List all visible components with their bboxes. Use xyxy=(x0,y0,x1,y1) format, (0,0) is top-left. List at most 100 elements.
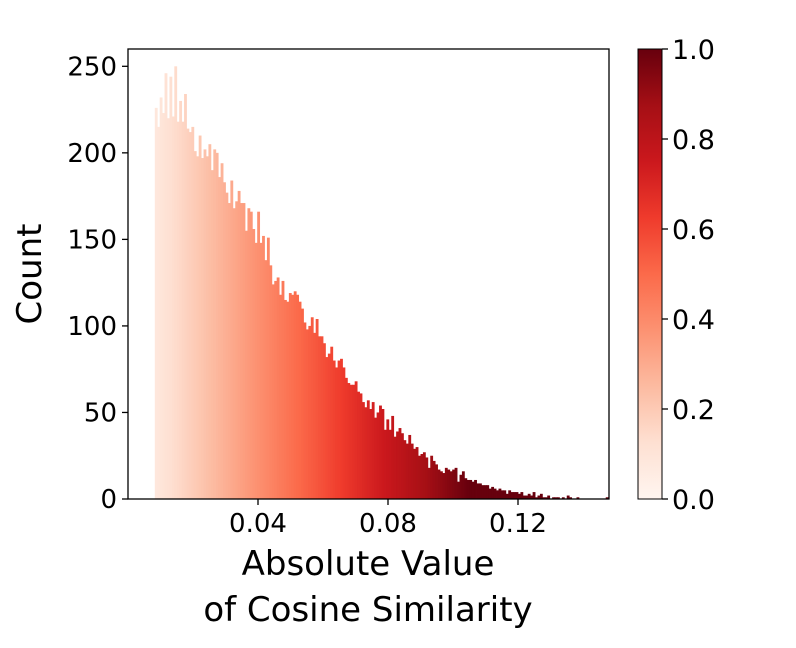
colorbar-tick-label: 1.0 xyxy=(672,35,715,66)
histogram-bar xyxy=(547,495,551,499)
histogram-bar xyxy=(364,407,368,499)
histogram-bar xyxy=(437,469,441,499)
histogram-bar xyxy=(537,495,541,499)
histogram-bar xyxy=(522,495,526,499)
histogram-bar xyxy=(191,126,195,499)
histogram-bar xyxy=(503,490,507,499)
histogram-bar xyxy=(181,121,185,499)
histogram-bar xyxy=(169,76,173,499)
histogram-bar xyxy=(391,415,395,499)
histogram-bar xyxy=(515,492,519,499)
histogram-bar xyxy=(479,483,482,499)
histogram-bar xyxy=(157,126,161,499)
histogram-bar xyxy=(527,493,531,499)
histogram-bar xyxy=(320,336,324,499)
histogram-bar xyxy=(254,242,258,499)
histogram-bar xyxy=(203,149,207,499)
histogram-bar xyxy=(332,360,336,499)
histogram-bar xyxy=(381,409,385,499)
histogram-bar xyxy=(403,440,407,499)
histogram-bar xyxy=(371,402,375,499)
histogram-bar xyxy=(308,325,312,499)
histogram-bar xyxy=(349,384,353,499)
x-axis: 0.04 0.08 0.12 xyxy=(229,499,547,539)
histogram-bar xyxy=(386,419,390,499)
histogram-bar xyxy=(340,358,343,499)
histogram-bar xyxy=(513,492,516,499)
y-tick-label: 250 xyxy=(67,52,117,82)
histogram-bar xyxy=(264,260,268,499)
histogram-bar xyxy=(474,479,477,499)
histogram-bar xyxy=(466,479,470,499)
histogram-bar xyxy=(366,400,370,499)
histogram-bar xyxy=(206,156,209,500)
histogram-bar xyxy=(225,192,229,499)
histogram-bar xyxy=(286,301,290,499)
histogram-bar xyxy=(491,486,495,499)
histogram-bar xyxy=(576,497,580,499)
histogram-bar xyxy=(235,201,239,500)
histogram-bar xyxy=(237,190,241,499)
x-tick-label: 0.04 xyxy=(229,509,287,539)
histogram-bar xyxy=(401,433,404,499)
histogram-bar xyxy=(561,497,565,499)
histogram-bar xyxy=(252,229,256,499)
histogram-bar xyxy=(171,116,175,499)
histogram-bar xyxy=(284,299,287,499)
histogram-bar xyxy=(520,492,524,499)
histogram-bar xyxy=(279,294,282,499)
histogram-bar xyxy=(269,265,273,499)
histogram-bar xyxy=(208,144,212,499)
histogram-bar xyxy=(305,329,309,499)
colorbar-tick-label: 0.6 xyxy=(672,215,715,246)
histogram-bar xyxy=(215,152,219,499)
histogram-bar xyxy=(415,447,419,499)
histogram-bar xyxy=(223,182,226,499)
histogram-bar xyxy=(186,128,190,499)
colorbar xyxy=(637,48,663,500)
histogram-bar xyxy=(344,377,348,499)
histogram-bar xyxy=(218,177,222,500)
histogram-bar xyxy=(167,118,170,499)
histogram-bar xyxy=(452,469,456,499)
histogram-bar xyxy=(554,497,558,499)
histogram-bar xyxy=(508,490,512,499)
colorbar-tick-label: 0.4 xyxy=(672,305,715,336)
histogram-bar xyxy=(176,121,180,499)
histogram-bar xyxy=(486,485,490,499)
histogram-bar xyxy=(505,493,509,499)
histogram-bars xyxy=(154,66,609,500)
histogram-bar xyxy=(342,367,346,499)
histogram-bar xyxy=(464,478,468,499)
histogram-bar xyxy=(413,448,417,499)
histogram-bar xyxy=(245,230,248,499)
histogram-bar xyxy=(449,471,453,499)
colorbar-tick-label: 0.8 xyxy=(672,125,715,156)
histogram-bar xyxy=(162,113,165,500)
histogram-bar xyxy=(461,471,465,499)
histogram-bar xyxy=(605,497,609,499)
y-axis-label: Count xyxy=(10,224,50,325)
histogram-bar xyxy=(154,107,158,499)
histogram-bar xyxy=(530,495,534,499)
histogram-bar xyxy=(325,357,329,499)
histogram-bar xyxy=(481,485,485,499)
histogram-bar xyxy=(210,170,214,499)
histogram-bar xyxy=(569,497,573,499)
histogram-bar xyxy=(488,488,492,499)
histogram-bar xyxy=(357,391,360,499)
histogram-bar xyxy=(327,353,331,499)
histogram-bar xyxy=(498,488,502,499)
histogram-bar xyxy=(323,343,326,499)
histogram-bar xyxy=(188,132,192,500)
histogram-bar xyxy=(179,100,183,499)
histogram-bar xyxy=(266,237,270,499)
y-tick-label: 100 xyxy=(67,312,117,342)
histogram-bar xyxy=(432,460,436,499)
histogram-bar xyxy=(418,455,421,499)
x-tick-label: 0.12 xyxy=(489,509,547,539)
histogram-bar xyxy=(379,405,382,499)
histogram-bar xyxy=(242,203,246,500)
histogram-bar xyxy=(454,467,458,499)
y-tick-label: 0 xyxy=(100,485,117,515)
